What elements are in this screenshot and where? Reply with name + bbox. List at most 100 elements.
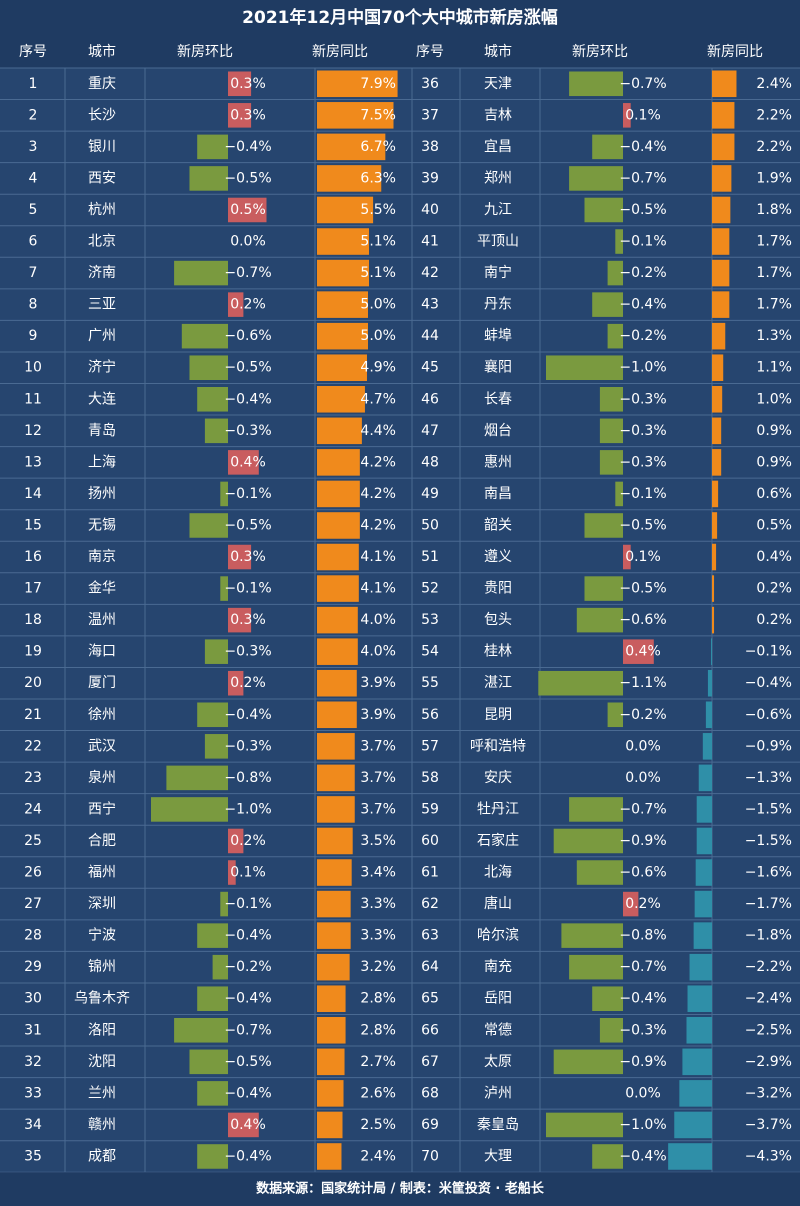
mom-value-label: −0.4%: [619, 297, 666, 313]
column-header: 序号: [416, 44, 444, 60]
yoy-value-label: 3.5%: [360, 833, 396, 849]
mom-value-label: 0.3%: [230, 612, 266, 628]
mom-bar: [592, 292, 623, 317]
mom-value-label: 0.1%: [625, 549, 661, 565]
city-label: 太原: [484, 1054, 512, 1070]
rank-label: 70: [421, 1148, 439, 1164]
city-label: 郑州: [484, 170, 512, 186]
city-label: 兰州: [88, 1085, 116, 1101]
mom-value-label: −0.3%: [619, 391, 666, 407]
yoy-bar: [712, 196, 731, 224]
mom-bar: [228, 607, 252, 633]
mom-value-label: −0.5%: [224, 517, 271, 533]
city-label: 银川: [88, 139, 116, 155]
mom-value-label: 0.1%: [230, 865, 266, 881]
mom-value-label: −0.5%: [619, 517, 666, 533]
city-label: 宜昌: [484, 139, 512, 155]
city-label: 上海: [88, 454, 116, 470]
mom-bar: [228, 860, 236, 885]
yoy-value-label: 3.3%: [360, 928, 396, 944]
rank-label: 35: [24, 1148, 42, 1164]
mom-bar: [228, 197, 267, 223]
mom-bar: [553, 1049, 623, 1075]
yoy-value-label: 4.2%: [360, 517, 396, 533]
mom-bar: [228, 1112, 259, 1138]
mom-bar: [569, 797, 623, 822]
yoy-value-label: 7.5%: [360, 107, 396, 123]
mom-bar: [189, 355, 228, 380]
mom-bar: [197, 134, 228, 160]
yoy-bar: [712, 480, 719, 508]
yoy-bar: [317, 1111, 343, 1139]
rank-label: 19: [24, 644, 42, 660]
rank-label: 15: [24, 517, 42, 533]
yoy-bar: [668, 1143, 712, 1170]
city-label: 锦州: [88, 958, 116, 975]
city-label: 哈尔滨: [477, 928, 519, 944]
mom-bar: [599, 418, 623, 444]
column-header: 序号: [19, 44, 47, 60]
yoy-value-label: 2.7%: [360, 1054, 396, 1070]
mom-value-label: −0.5%: [224, 360, 271, 376]
city-label: 济南: [88, 265, 116, 281]
mom-value-label: −0.7%: [619, 170, 666, 186]
yoy-bar: [710, 638, 712, 665]
yoy-bar: [317, 922, 351, 949]
yoy-value-label: −2.2%: [745, 959, 792, 975]
rank-label: 40: [421, 202, 439, 218]
mom-bar: [607, 260, 623, 286]
mom-bar: [576, 860, 623, 885]
yoy-value-label: 1.3%: [756, 328, 792, 344]
yoy-bar: [317, 322, 368, 350]
mom-value-label: −1.0%: [224, 801, 271, 817]
city-label: 大连: [88, 391, 116, 407]
rank-label: 31: [24, 1022, 42, 1038]
mom-bar: [623, 639, 654, 664]
rank-label: 17: [24, 581, 42, 597]
city-label: 惠州: [484, 454, 512, 470]
mom-bar: [576, 607, 623, 633]
mom-value-label: 0.2%: [230, 833, 266, 849]
rank-label: 9: [29, 328, 38, 344]
yoy-bar: [317, 70, 398, 98]
city-label: 襄阳: [484, 360, 512, 376]
city-label: 西安: [88, 170, 116, 186]
rank-label: 44: [421, 328, 439, 344]
yoy-bar: [317, 133, 386, 161]
yoy-bar: [317, 796, 355, 823]
rank-label: 39: [421, 170, 439, 186]
rank-label: 49: [421, 486, 439, 502]
yoy-value-label: −3.7%: [745, 1117, 792, 1133]
city-label: 桂林: [484, 644, 512, 660]
mom-value-label: −0.4%: [224, 928, 271, 944]
rank-label: 43: [421, 297, 439, 313]
rank-label: 50: [421, 517, 439, 533]
yoy-bar: [712, 386, 723, 413]
city-label: 贵阳: [484, 581, 512, 597]
city-label: 南京: [88, 549, 116, 565]
mom-bar: [228, 544, 252, 570]
rank-label: 12: [24, 423, 42, 439]
mom-bar: [592, 986, 623, 1011]
mom-bar: [228, 450, 259, 475]
rank-label: 16: [24, 549, 42, 565]
column-header: 新房环比: [572, 44, 628, 60]
city-label: 泉州: [88, 769, 116, 786]
city-label: 岳阳: [484, 991, 512, 1007]
yoy-value-label: 0.2%: [756, 612, 792, 628]
mom-bar: [569, 71, 623, 97]
city-label: 九江: [484, 202, 512, 218]
rank-label: 69: [421, 1117, 439, 1133]
rank-label: 56: [421, 707, 439, 723]
mom-value-label: −0.4%: [224, 991, 271, 1007]
mom-value-label: −1.1%: [619, 675, 666, 691]
yoy-bar: [712, 322, 726, 350]
yoy-bar: [696, 827, 712, 855]
mom-bar: [553, 828, 623, 854]
rank-label: 25: [24, 833, 42, 849]
rank-label: 47: [421, 423, 439, 439]
rank-label: 1: [29, 76, 38, 92]
yoy-bar: [317, 354, 367, 381]
mom-value-label: −0.3%: [224, 738, 271, 754]
